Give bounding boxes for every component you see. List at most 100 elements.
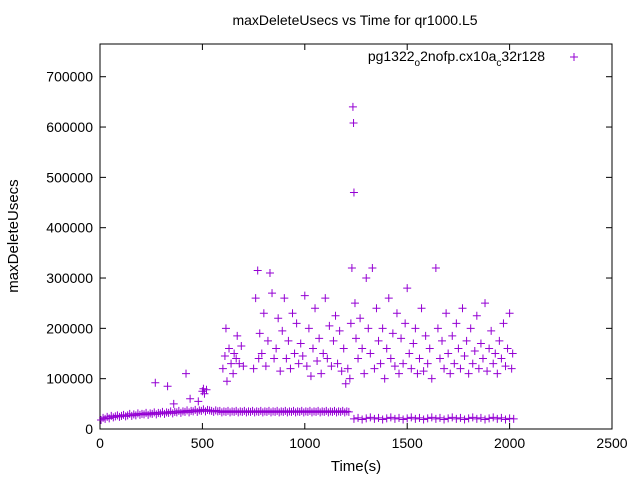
data-point: [218, 364, 227, 373]
y-tick-label: 200000: [46, 320, 93, 336]
x-tick-label: 2000: [494, 435, 525, 451]
data-point: [197, 406, 206, 415]
data-point: [123, 411, 132, 420]
data-point: [281, 406, 290, 415]
data-point: [446, 369, 455, 378]
data-point: [235, 359, 244, 368]
data-point: [476, 413, 485, 422]
data-point: [135, 410, 144, 419]
data-point: [278, 326, 287, 335]
data-point: [137, 409, 146, 418]
data-point: [275, 408, 284, 417]
data-point: [232, 406, 241, 415]
data-point: [233, 331, 242, 340]
data-point: [313, 357, 322, 366]
data-point: [339, 344, 348, 353]
data-point: [326, 407, 335, 416]
data-point: [472, 311, 481, 320]
data-point: [491, 349, 500, 358]
data-point: [237, 341, 246, 350]
data-point: [209, 407, 218, 416]
data-point: [334, 407, 343, 416]
data-point: [219, 407, 228, 416]
data-point: [230, 349, 239, 358]
data-point: [227, 359, 236, 368]
data-point: [495, 336, 504, 345]
data-point: [466, 324, 475, 333]
data-point: [158, 407, 167, 416]
data-point: [325, 321, 334, 330]
data-point: [314, 406, 323, 415]
data-point: [276, 367, 285, 376]
data-point: [187, 406, 196, 415]
data-point: [280, 294, 289, 303]
data-point: [217, 408, 226, 417]
data-point: [505, 414, 514, 423]
data-point: [347, 263, 356, 272]
data-point: [349, 188, 358, 197]
y-tick-label: 300000: [46, 270, 93, 286]
data-point: [220, 352, 229, 361]
data-point: [329, 336, 338, 345]
data-point: [392, 309, 401, 318]
data-point: [356, 314, 365, 323]
data-point: [362, 274, 371, 283]
data-point: [221, 407, 230, 416]
data-point: [140, 410, 149, 419]
data-point: [225, 344, 234, 353]
data-point: [195, 406, 204, 415]
data-point: [366, 349, 375, 358]
data-point: [144, 410, 153, 419]
data-point: [230, 407, 239, 416]
data-point: [306, 372, 315, 381]
data-point: [448, 331, 457, 340]
data-point: [425, 344, 434, 353]
data-point: [370, 414, 379, 423]
data-point: [236, 407, 245, 416]
data-points: [97, 102, 518, 424]
y-tick-label: 700000: [46, 69, 93, 85]
data-point: [358, 415, 367, 424]
data-point: [264, 406, 273, 415]
data-point: [299, 408, 308, 417]
data-point: [318, 407, 327, 416]
data-point: [203, 405, 212, 414]
data-point: [294, 359, 303, 368]
data-point: [166, 407, 175, 416]
data-point: [115, 412, 124, 421]
data-point: [315, 334, 324, 343]
data-point: [316, 408, 325, 417]
data-point: [178, 407, 187, 416]
data-point: [160, 409, 169, 418]
data-point: [274, 314, 283, 323]
data-point: [282, 354, 291, 363]
data-point: [267, 408, 276, 417]
data-point: [221, 324, 230, 333]
data-point: [317, 369, 326, 378]
data-point: [433, 324, 442, 333]
data-point: [452, 414, 461, 423]
data-point: [311, 304, 320, 313]
data-point: [349, 119, 358, 128]
data-point: [164, 408, 173, 417]
data-point: [499, 319, 508, 328]
data-point: [148, 409, 157, 418]
data-point: [265, 268, 274, 277]
data-point: [411, 324, 420, 333]
data-point: [207, 406, 216, 415]
data-point: [255, 329, 264, 338]
legend: pg1322o2nofp.cx10ac32r128: [368, 48, 578, 69]
data-point: [224, 406, 232, 415]
data-point: [211, 406, 220, 415]
data-point: [413, 369, 422, 378]
data-point: [448, 413, 457, 422]
data-point: [238, 407, 247, 416]
data-point: [386, 354, 395, 363]
data-point: [419, 415, 428, 424]
data-point: [378, 415, 387, 424]
data-point: [312, 407, 321, 416]
y-tick-label: 0: [85, 421, 93, 437]
data-point: [99, 413, 108, 422]
data-point: [374, 413, 383, 422]
